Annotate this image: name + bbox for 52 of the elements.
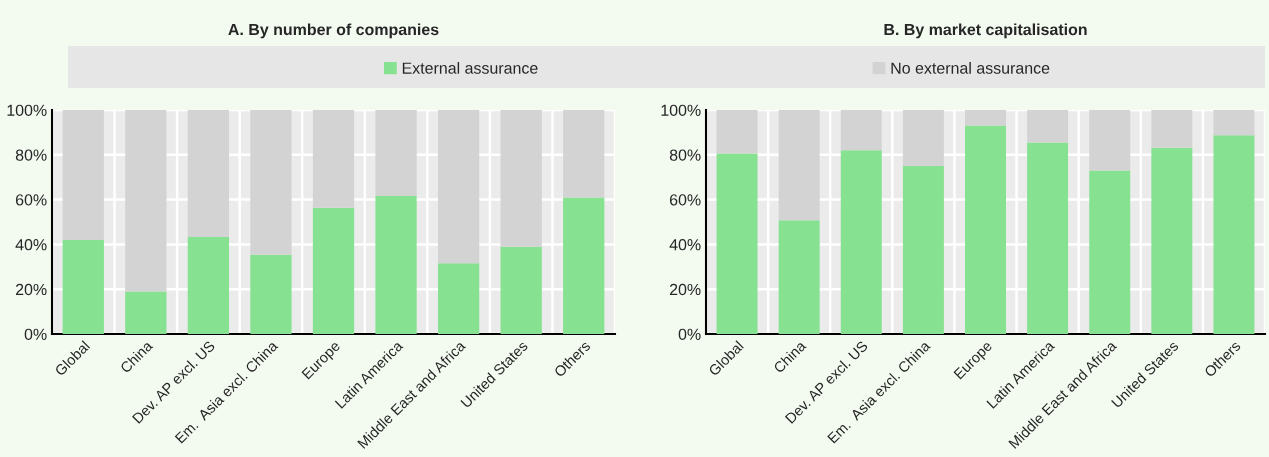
y-tick-label: 80% [669,149,701,161]
bar [375,196,417,334]
bar [250,110,292,255]
y-tick-label: 20% [15,283,47,296]
bar [1027,142,1069,334]
bar [563,110,605,198]
bar [125,110,167,292]
bar [312,207,355,334]
chart-title: B. By market capitalisation [884,23,1087,39]
bar [1089,110,1131,171]
bar [1213,110,1255,136]
bar [125,291,167,334]
bar [1151,147,1193,334]
bar [902,110,944,166]
bar [500,246,542,334]
bar [437,263,480,334]
bar [437,110,480,264]
bar [716,110,758,154]
y-tick-label: 40% [669,239,701,251]
bar [716,153,758,334]
bar [563,197,605,334]
chart-title: A. By number of companies [228,23,439,39]
bar [312,110,355,208]
bar [1027,110,1069,143]
y-tick-label: 20% [669,283,701,296]
bar [375,110,417,197]
bar [965,125,1006,334]
bar [250,254,292,334]
y-tick-label: 60% [15,194,47,206]
y-tick-label: 40% [15,239,47,251]
bar [187,110,230,238]
legend-label: No external assurance [891,62,1050,74]
bar [500,110,542,247]
bar [62,110,104,240]
bar [1089,170,1131,334]
bar [187,237,230,334]
bar [965,110,1006,126]
y-tick-label: 0% [678,328,701,340]
bar [778,220,820,334]
y-tick-label: 60% [669,194,701,206]
bar [778,110,820,221]
bar [1151,110,1193,148]
y-tick-label: 100% [7,104,47,116]
bar [1213,135,1255,334]
y-tick-label: 80% [15,149,47,161]
y-tick-label: 0% [24,328,47,340]
bar [840,110,882,151]
y-tick-label: 100% [661,104,701,116]
bar [840,150,882,334]
bar [62,239,104,334]
legend-label: External assurance [402,62,538,74]
bar [902,166,944,334]
